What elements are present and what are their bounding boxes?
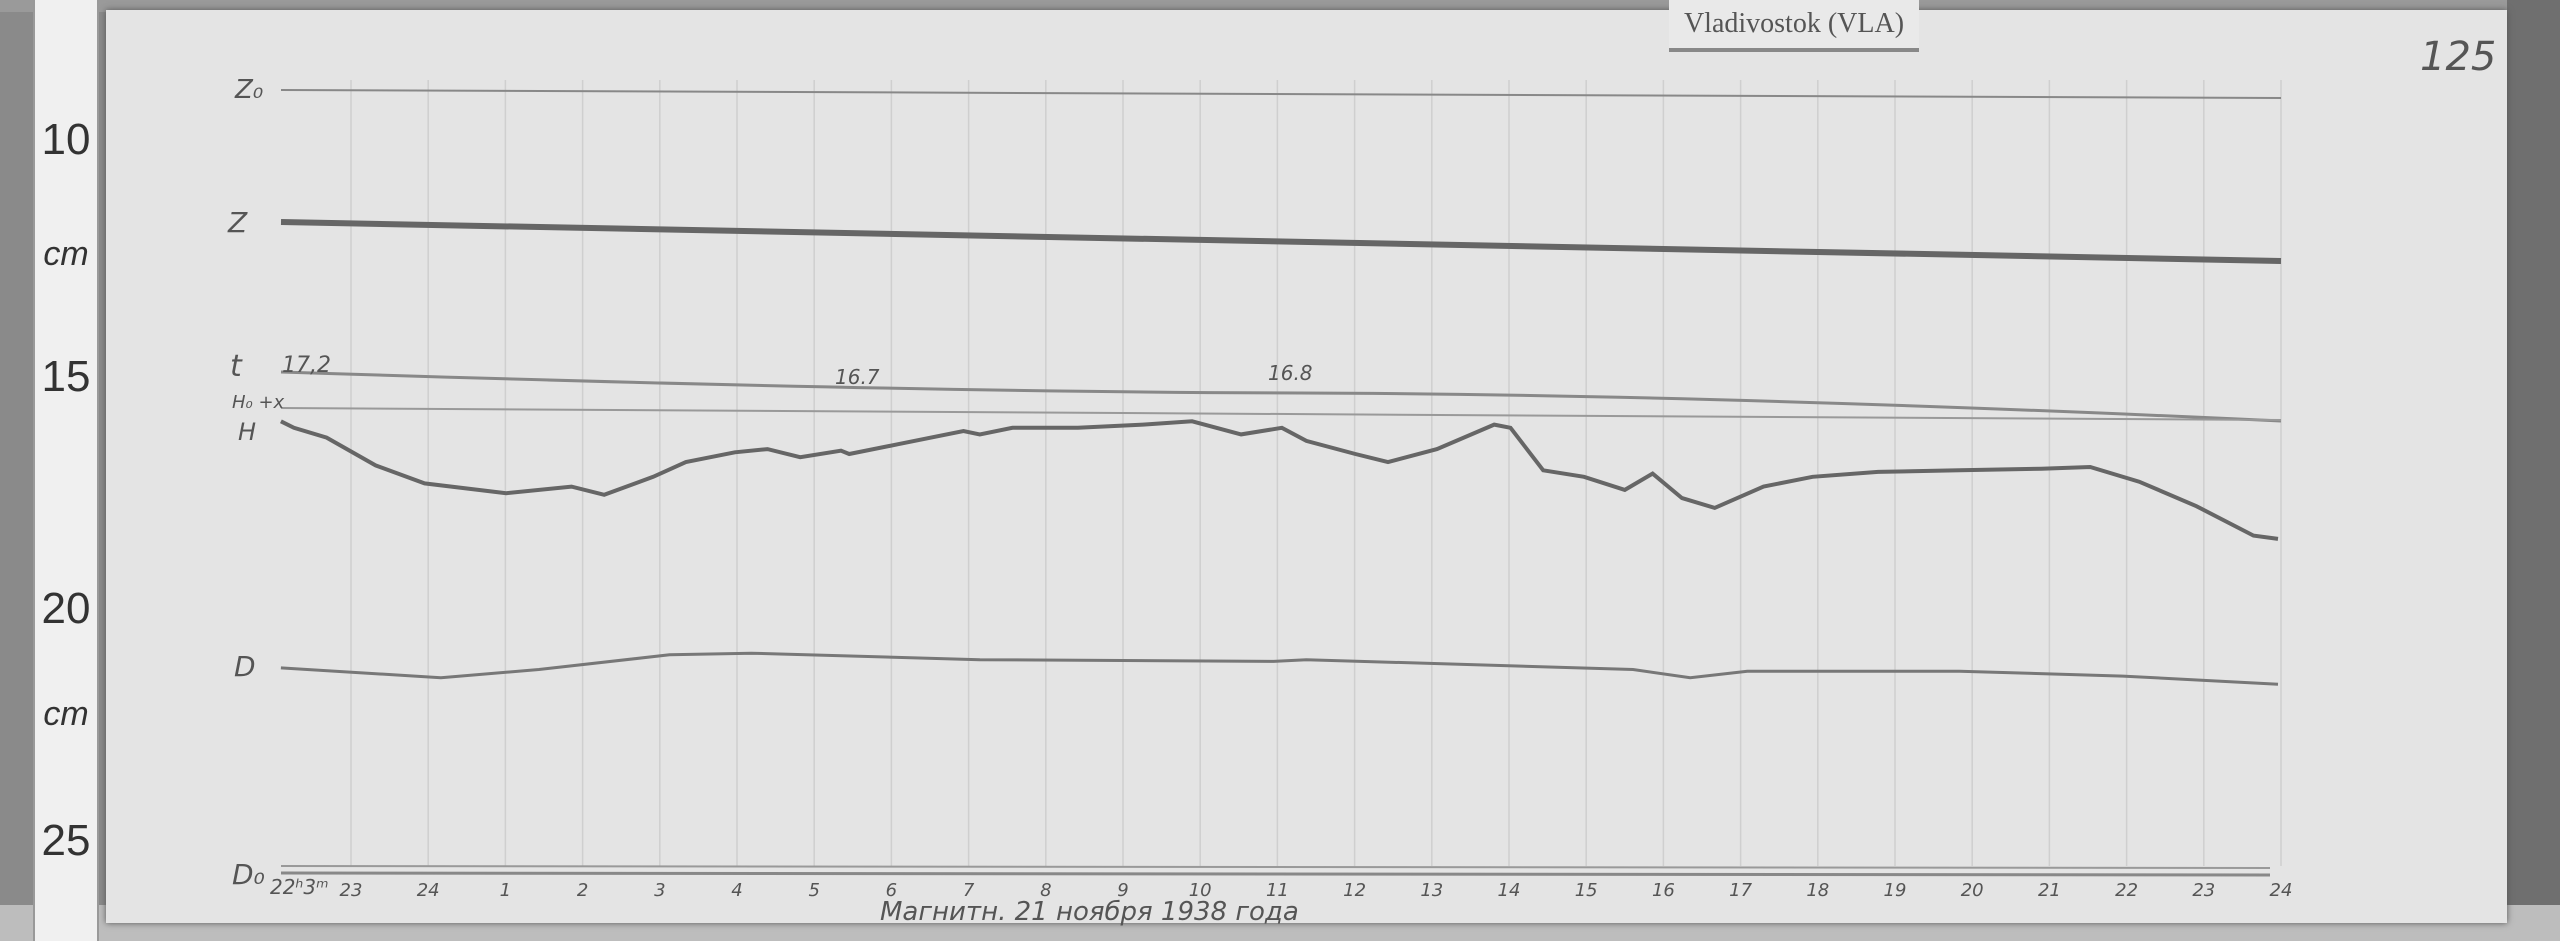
- d0-label: D₀: [232, 858, 265, 891]
- hour-tick-label: 23: [2192, 880, 2215, 901]
- hour-tick-label: 6: [886, 880, 897, 901]
- ruler-mark: 10: [41, 115, 91, 164]
- ruler-mark: cm: [43, 695, 89, 733]
- d-trace: [280, 651, 2279, 686]
- hour-tick-label: 14: [1498, 880, 1521, 901]
- hour-tick-label: 9: [1117, 880, 1128, 901]
- hour-tick-label: 22: [2115, 880, 2138, 901]
- background-right: [2507, 0, 2560, 941]
- hour-tick-label: 24: [2270, 880, 2293, 901]
- hour-tick-label: 16: [1652, 880, 1675, 901]
- hour-tick-label: 13: [1420, 880, 1443, 901]
- z0-baseline: [280, 89, 2282, 99]
- ruler-mark: 20: [41, 584, 91, 633]
- hour-tick-label: 8: [1040, 880, 1051, 901]
- d0-time: 22ʰ3ᵐ: [270, 875, 329, 899]
- ruler-mark: 15: [41, 352, 91, 401]
- hour-tick-label: 15: [1575, 880, 1598, 901]
- cm-ruler: 10 cm 15 20 cm 25: [33, 0, 99, 941]
- hour-tick-label: 18: [1806, 880, 1829, 901]
- hour-tick-label: 21: [2038, 880, 2061, 901]
- ruler-mark: cm: [43, 235, 89, 273]
- hour-tick-label: 10: [1189, 880, 1212, 901]
- hour-tick-label: 24: [417, 880, 440, 901]
- t-start-value: 17,2: [282, 353, 331, 378]
- t-trace: [280, 370, 2282, 423]
- h0-label: H₀ +x: [232, 392, 285, 413]
- hour-tick-labels: 23 24 1 2 3 4 5 6 7 8 9 10 11 12 13 14 15 16 17 18 19 20 21 22 2…: [340, 880, 2293, 901]
- hour-tick-label: 7: [963, 880, 975, 901]
- page-number: 125: [2420, 34, 2497, 80]
- station-label: Vladivostok (VLA): [1669, 0, 1919, 52]
- background-top: [0, 0, 2560, 12]
- hour-tick-label: 12: [1343, 880, 1366, 901]
- d-label: D: [234, 650, 256, 683]
- magnetogram-sheet: [106, 10, 2507, 923]
- hour-tick-label: 2: [577, 880, 588, 901]
- hour-tick-label: 4: [731, 880, 742, 901]
- ruler-mark: 25: [41, 816, 91, 865]
- z-label: Z: [227, 206, 248, 239]
- t-label: t: [230, 349, 243, 384]
- hour-grid: [350, 80, 2282, 866]
- hour-tick-label: 3: [654, 880, 665, 901]
- d0-baseline: [280, 871, 2271, 877]
- h0-baseline: [280, 407, 2282, 421]
- temperature-reading: 16.7: [835, 365, 880, 389]
- d0-baseline: [280, 865, 2271, 869]
- z0-label: Z₀: [234, 75, 264, 105]
- hour-tick-label: 11: [1266, 880, 1289, 901]
- record-caption: Магнитн. 21 ноября 1938 года: [880, 897, 1299, 927]
- hour-tick-label: 1: [500, 880, 511, 901]
- hour-tick-label: 5: [808, 880, 819, 901]
- temperature-reading: 16.8: [1268, 361, 1313, 385]
- hour-tick-label: 20: [1961, 880, 1984, 901]
- h-trace: [280, 419, 2279, 541]
- hour-tick-label: 17: [1729, 880, 1752, 901]
- hour-tick-label: 19: [1884, 880, 1907, 901]
- h-label: H: [238, 418, 256, 446]
- z-trace: [280, 219, 2282, 264]
- hour-tick-label: 23: [340, 880, 363, 901]
